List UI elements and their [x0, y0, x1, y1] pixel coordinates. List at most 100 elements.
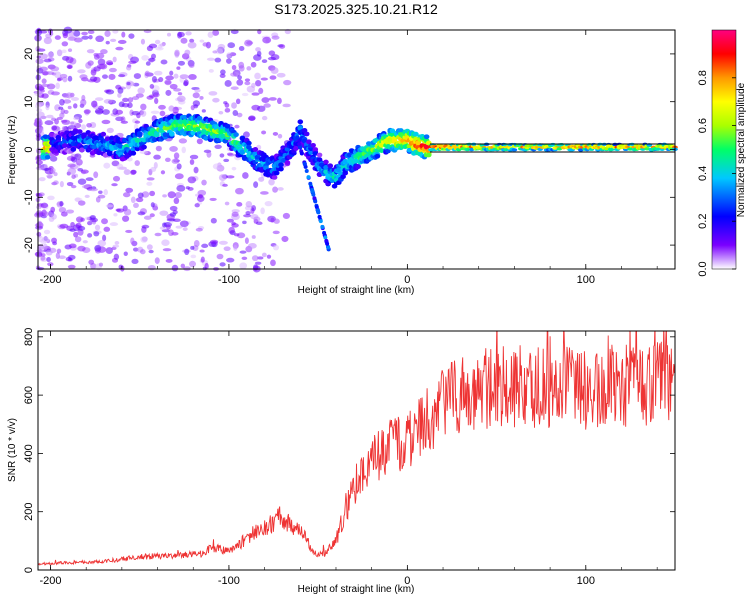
spectrogram-ridge-cell — [106, 151, 113, 157]
spectrogram-noise-cell — [81, 94, 86, 101]
spectrogram-noise-cell — [87, 60, 94, 66]
spectrogram-ridge-cell — [577, 148, 584, 152]
spectrogram-ridge-cell — [128, 142, 134, 148]
spectrogram-ridge-cell — [258, 167, 265, 172]
spectrogram-noise-cell — [67, 163, 76, 168]
spectrogram-ridge-cell — [224, 123, 231, 129]
spectrogram-ridge-cell — [278, 166, 284, 172]
spectrogram-noise-cell — [239, 250, 247, 254]
spectrogram-noise-cell — [99, 63, 108, 70]
spectrogram-ridge-cell — [340, 174, 346, 180]
snr-frame — [37, 330, 676, 571]
spectrogram-streak-cell — [308, 181, 313, 186]
spectrogram-noise-cell — [245, 201, 253, 208]
spectrogram-noise-cell — [257, 105, 266, 112]
spectrogram-noise-cell — [153, 161, 158, 169]
spectrogram-noise-cell — [103, 162, 111, 169]
spectrogram-noise-cell — [184, 248, 190, 256]
spectrogram-noise-cell — [223, 246, 231, 252]
spectrogram-noise-cell — [185, 31, 192, 36]
spectrogram-noise-cell — [268, 97, 277, 101]
spectrogram-noise-cell — [106, 62, 114, 66]
spectrogram-noise-cell — [261, 252, 267, 258]
spectrogram-noise-cell — [108, 67, 117, 73]
spectrogram-ridge-cell — [162, 132, 169, 138]
spectrogram-noise-cell — [162, 194, 167, 198]
spectrogram-noise-cell — [65, 209, 75, 214]
spectrogram-noise-cell — [146, 181, 153, 186]
spectrogram-ridge-cell — [310, 142, 316, 148]
spectrogram-noise-cell — [131, 96, 140, 101]
spectrogram-noise-cell — [143, 215, 152, 220]
spectrogram-noise-cell — [160, 59, 168, 65]
spectrogram-noise-cell — [190, 104, 195, 111]
spectrogram-noise-cell — [51, 91, 60, 96]
spectrogram-ridge-cell — [181, 114, 188, 120]
spectrogram-noise-cell — [112, 175, 121, 182]
spectrogram-noise-cell — [35, 166, 45, 171]
spectrogram-noise-cell — [264, 200, 273, 207]
y-tick-label: 10 — [23, 96, 35, 108]
spectrogram-noise-cell — [146, 177, 155, 181]
spectrogram-noise-cell — [188, 63, 195, 69]
spectrogram-noise-cell — [84, 194, 90, 199]
spectrogram-noise-cell — [232, 72, 240, 78]
spectrogram-noise-cell — [54, 71, 62, 79]
spectrogram-noise-cell — [37, 235, 44, 243]
spectrogram-noise-cell — [94, 224, 101, 231]
colorbar-tick-label: 0.0 — [697, 261, 709, 276]
spectrogram-noise-cell — [212, 97, 220, 103]
spectrogram-noise-cell — [53, 172, 58, 177]
spectrogram-noise-cell — [111, 183, 118, 187]
spectrogram-noise-cell — [81, 124, 87, 130]
spectrogram-ridge-cell — [55, 134, 62, 140]
y-tick-label: 0 — [23, 567, 35, 573]
spectrogram-noise-cell — [257, 256, 264, 260]
spectrogram-noise-cell — [164, 157, 171, 162]
spectrogram-noise-cell — [35, 58, 44, 64]
spectrogram-noise-cell — [188, 74, 197, 80]
spectrogram-noise-cell — [117, 39, 127, 45]
spectrogram-noise-cell — [78, 118, 83, 124]
spectrogram-noise-cell — [61, 41, 69, 47]
spectrogram-noise-cell — [267, 56, 276, 61]
spectrogram-noise-cell — [174, 191, 182, 199]
spectrogram-noise-cell — [85, 216, 90, 221]
spectrogram-noise-cell — [277, 133, 283, 139]
spectrogram-noise-cell — [56, 77, 62, 82]
spectrogram-noise-cell — [150, 166, 157, 172]
spectrogram-noise-cell — [146, 95, 154, 100]
spectrogram-noise-cell — [238, 65, 245, 72]
spectrogram-noise-cell — [43, 211, 49, 217]
spectrogram-noise-cell — [242, 172, 249, 179]
spectrogram-noise-cell — [224, 102, 230, 108]
spectrogram-noise-cell — [271, 35, 280, 40]
spectrogram-noise-cell — [173, 88, 182, 92]
spectrogram-noise-cell — [162, 222, 167, 228]
spectrogram-noise-cell — [133, 73, 142, 80]
spectrogram-noise-cell — [171, 264, 179, 272]
spectrogram-noise-cell — [190, 254, 197, 259]
spectrogram-noise-cell — [282, 103, 291, 108]
spectrogram-noise-cell — [236, 232, 246, 239]
spectrogram-noise-cell — [217, 43, 226, 51]
spectrogram-noise-cell — [73, 116, 80, 121]
spectrogram-ridge-cell — [117, 143, 124, 149]
spectrogram-noise-cell — [231, 211, 239, 217]
spectrogram-noise-cell — [125, 229, 133, 233]
spectrogram-noise-cell — [277, 187, 284, 191]
spectrogram-noise-cell — [276, 72, 286, 78]
spectrogram-noise-cell — [260, 77, 269, 81]
spectrogram-noise-cell — [243, 214, 252, 218]
spectrogram-noise-cell — [36, 125, 43, 133]
spectrogram-ridge-cell — [323, 165, 329, 170]
spectrogram-noise-cell — [69, 228, 76, 232]
spectrogram-ridge-cell — [104, 136, 111, 142]
spectrogram-ridge-cell — [312, 147, 319, 152]
spectrogram-noise-cell — [180, 37, 188, 44]
spectrogram-noise-cell — [226, 52, 232, 59]
spectrogram-ridge-cell — [49, 132, 55, 138]
spectrogram-noise-cell — [126, 81, 131, 86]
spectrogram-noise-cell — [241, 256, 248, 260]
spectrogram-ridge-cell — [134, 138, 141, 143]
